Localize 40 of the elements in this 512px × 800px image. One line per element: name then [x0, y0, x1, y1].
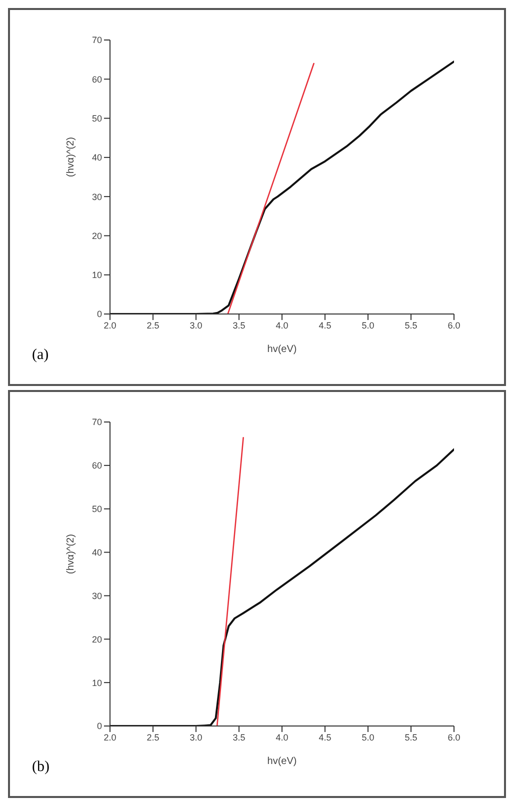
x-tick-label: 2.5	[146, 732, 160, 742]
x-axis-title: hv(eV)	[267, 344, 297, 355]
y-tick-label: 20	[92, 230, 102, 241]
y-tick-label: 30	[92, 590, 102, 601]
x-tick-label: 2.5	[146, 320, 160, 330]
y-tick-label: 70	[92, 417, 102, 428]
x-tick-label: 3.0	[190, 732, 202, 742]
x-axis-title: hv(eV)	[267, 756, 297, 767]
y-axis-title: (hvα)^(2)	[66, 137, 77, 177]
y-tick-label: 10	[92, 270, 102, 280]
x-tick-label: 3.5	[232, 732, 246, 742]
x-tick-label: 5.5	[404, 320, 418, 330]
x-tick-label: 6.0	[448, 320, 460, 330]
x-tick-label: 6.0	[448, 732, 460, 742]
x-tick-label: 4.5	[318, 732, 332, 742]
y-tick-label: 30	[92, 192, 102, 202]
x-tick-label: 4.0	[276, 320, 288, 330]
x-tick-label: 2.0	[104, 320, 116, 330]
x-tick-label: 4.0	[276, 732, 288, 742]
text: (a)	[32, 347, 49, 364]
y-tick-label: 0	[96, 309, 102, 320]
y-axis-title: (hvα)^(2)	[66, 534, 77, 574]
y-tick-label: 40	[92, 547, 102, 558]
x-tick-label: 4.5	[318, 320, 332, 330]
x-tick-label: 5.5	[404, 732, 418, 742]
y-tick-label: 10	[92, 678, 102, 688]
y-tick-label: 70	[92, 35, 102, 46]
y-tick-label: 40	[92, 152, 102, 163]
y-tick-label: 50	[92, 504, 102, 514]
x-tick-label: 3.0	[190, 320, 202, 330]
text: (b)	[32, 759, 50, 776]
x-tick-label: 3.5	[232, 320, 246, 330]
y-tick-label: 60	[92, 460, 102, 471]
y-tick-label: 0	[96, 721, 102, 732]
y-tick-label: 50	[92, 113, 102, 124]
y-tick-label: 20	[92, 634, 102, 644]
x-tick-label: 2.0	[104, 732, 116, 742]
x-tick-label: 5.0	[362, 732, 374, 742]
x-tick-label: 5.0	[362, 320, 374, 330]
y-tick-label: 60	[92, 74, 102, 84]
